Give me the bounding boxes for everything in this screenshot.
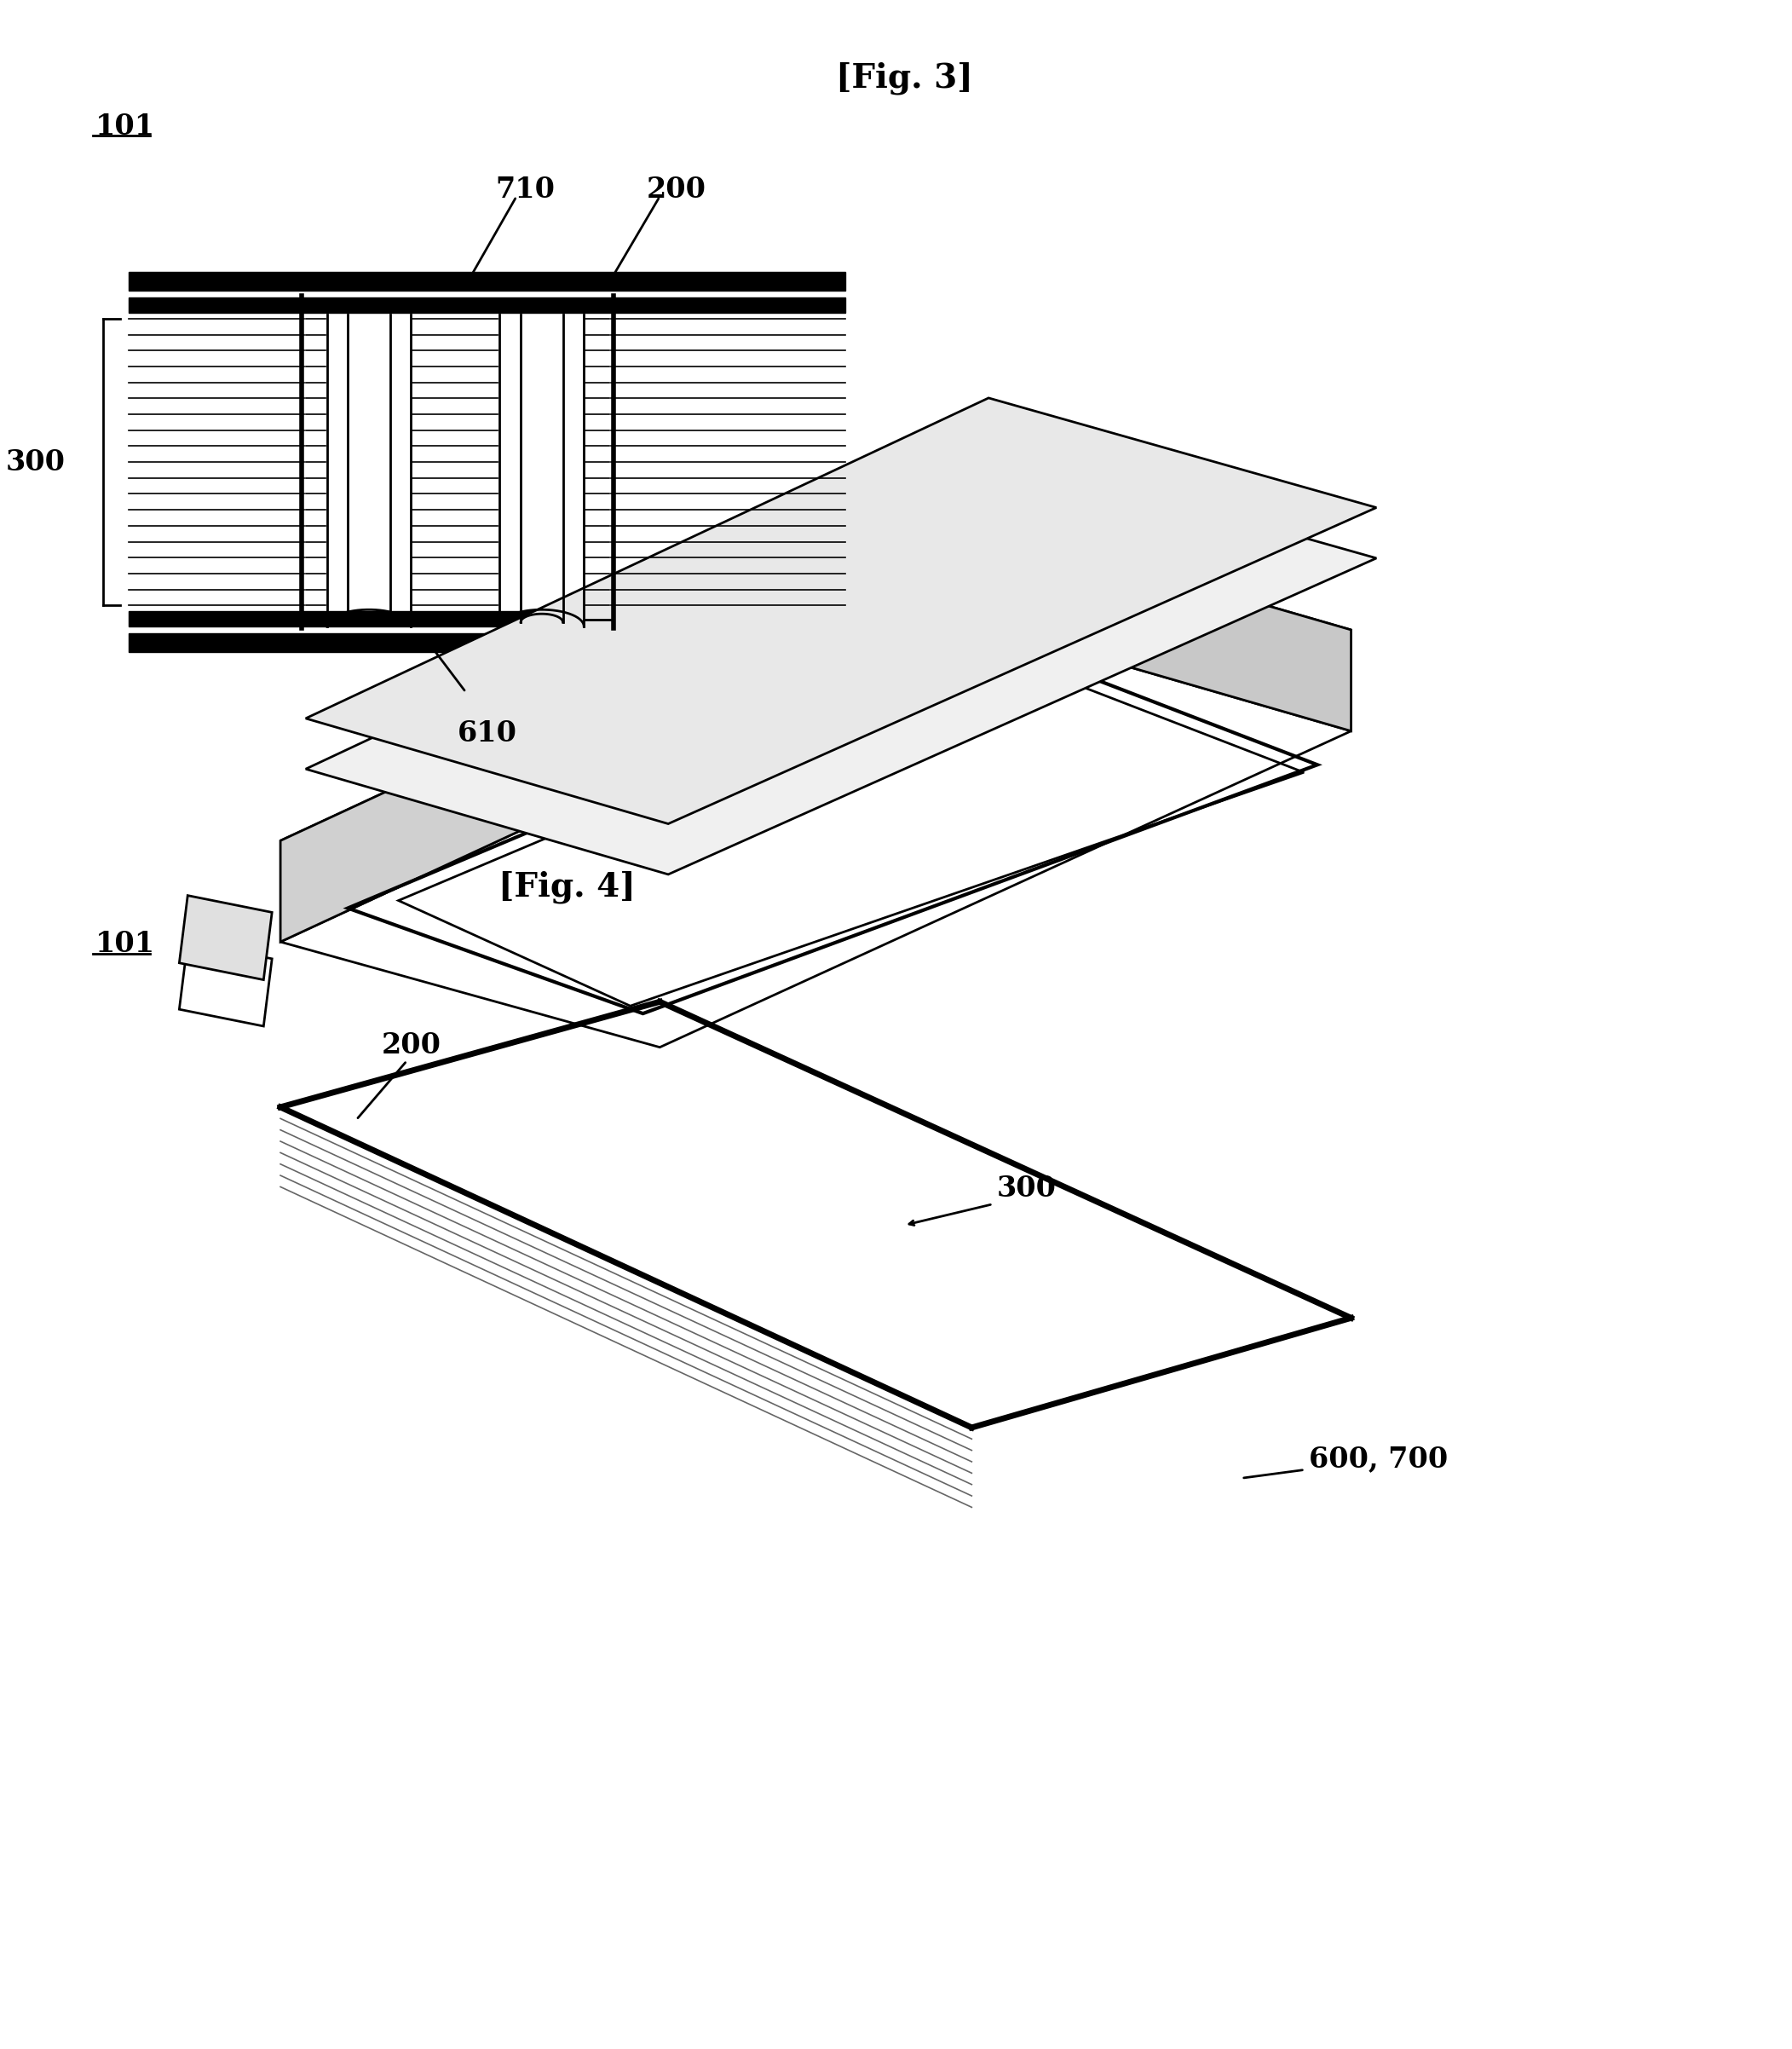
Text: 300: 300 [996, 1174, 1057, 1203]
Polygon shape [280, 621, 1351, 1047]
Polygon shape [280, 520, 971, 943]
Polygon shape [179, 943, 272, 1027]
Polygon shape [306, 449, 1376, 875]
Text: 610: 610 [457, 719, 516, 748]
Text: 600, 700: 600, 700 [1308, 1445, 1448, 1473]
Text: 200: 200 [647, 176, 706, 203]
Polygon shape [179, 895, 272, 979]
Text: 101: 101 [95, 113, 154, 139]
Text: 101: 101 [95, 930, 154, 959]
Polygon shape [129, 273, 846, 291]
Text: 200: 200 [382, 1031, 441, 1059]
Polygon shape [129, 297, 846, 313]
Polygon shape [129, 633, 846, 652]
Polygon shape [971, 520, 1351, 731]
Polygon shape [129, 611, 846, 627]
Text: [Fig. 4]: [Fig. 4] [498, 871, 636, 904]
Polygon shape [306, 398, 1376, 824]
Text: 300: 300 [5, 449, 66, 475]
Text: [Fig. 3]: [Fig. 3] [835, 61, 973, 94]
Text: 710: 710 [495, 176, 556, 203]
Polygon shape [280, 520, 1351, 947]
